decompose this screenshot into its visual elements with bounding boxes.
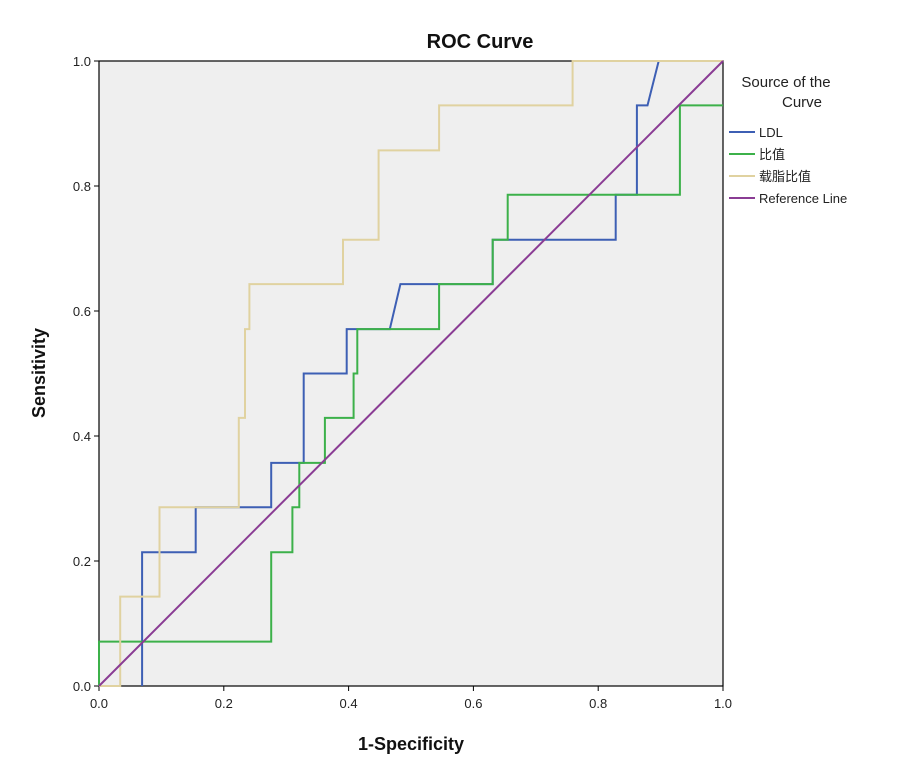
y-tick-label: 0.0 [73, 679, 91, 694]
series-group [98, 60, 724, 687]
y-tick-label: 0.8 [73, 179, 91, 194]
legend-label: Reference Line [759, 191, 847, 206]
series-line-1 [98, 104, 723, 686]
y-tick-label: 0.4 [73, 429, 91, 444]
legend-title-line1: Source of the [741, 74, 830, 91]
y-axis-title: Sensitivity [29, 328, 49, 418]
x-tick-label: 1.0 [714, 696, 732, 711]
legend-label: LDL [759, 125, 783, 140]
x-tick-label: 0.0 [90, 696, 108, 711]
x-tick-label: 0.6 [464, 696, 482, 711]
legend-label: 比值 [759, 147, 785, 162]
chart-title: ROC Curve [427, 31, 534, 53]
y-tick-label: 0.2 [73, 554, 91, 569]
x-tick-label: 0.4 [340, 696, 358, 711]
series-line-3 [98, 60, 724, 687]
x-tick-label: 0.8 [589, 696, 607, 711]
series-line-2 [99, 60, 723, 687]
legend-title-line2: Curve [782, 94, 822, 111]
y-tick-label: 1.0 [73, 54, 91, 69]
x-tick-label: 0.2 [215, 696, 233, 711]
x-axis-title: 1-Specificity [358, 734, 464, 754]
y-tick-label: 0.6 [73, 304, 91, 319]
legend-label: 载脂比值 [759, 169, 811, 184]
axis-ticks: 0.0 0.2 0.4 0.6 0.8 1.0 0.0 0.2 0.4 0.6 0.8 1.0 [73, 54, 732, 711]
